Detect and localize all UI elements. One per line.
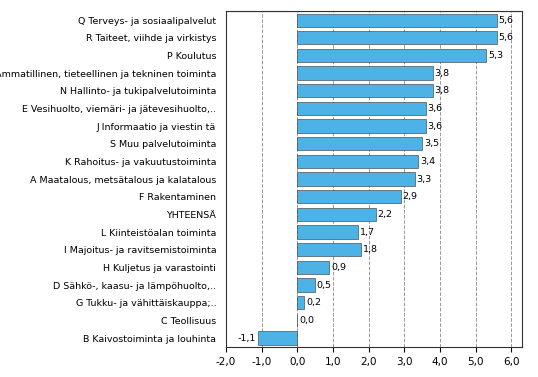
Bar xyxy=(298,31,497,44)
Bar xyxy=(298,225,358,239)
Text: 3,6: 3,6 xyxy=(427,104,443,113)
Bar xyxy=(298,190,401,203)
Text: 2,9: 2,9 xyxy=(402,192,417,201)
Text: 3,8: 3,8 xyxy=(435,69,450,78)
Bar xyxy=(298,278,315,292)
Bar xyxy=(298,14,497,27)
Bar xyxy=(298,49,486,62)
Text: 3,3: 3,3 xyxy=(417,175,432,184)
Text: 5,6: 5,6 xyxy=(499,33,514,42)
Text: 5,3: 5,3 xyxy=(488,51,503,60)
Text: 3,8: 3,8 xyxy=(435,86,450,95)
Bar xyxy=(258,331,298,345)
Bar xyxy=(298,296,305,309)
Text: 1,8: 1,8 xyxy=(363,245,378,254)
Text: 3,5: 3,5 xyxy=(424,139,439,148)
Bar xyxy=(298,208,376,221)
Text: 1,7: 1,7 xyxy=(359,228,374,236)
Bar xyxy=(298,137,422,150)
Bar xyxy=(298,84,433,97)
Text: 0,2: 0,2 xyxy=(306,298,321,307)
Text: 0,5: 0,5 xyxy=(317,280,332,290)
Bar xyxy=(298,243,362,256)
Text: 2,2: 2,2 xyxy=(378,210,393,219)
Bar xyxy=(298,261,329,274)
Text: 3,6: 3,6 xyxy=(427,122,443,130)
Bar xyxy=(298,102,426,115)
Text: 3,4: 3,4 xyxy=(420,157,435,166)
Text: -1,1: -1,1 xyxy=(238,334,256,343)
Bar xyxy=(298,66,433,80)
Text: 0,0: 0,0 xyxy=(299,316,314,325)
Bar xyxy=(298,155,419,168)
Bar xyxy=(298,172,415,186)
Text: 5,6: 5,6 xyxy=(499,15,514,25)
Text: 0,9: 0,9 xyxy=(331,263,346,272)
Bar xyxy=(298,120,426,133)
